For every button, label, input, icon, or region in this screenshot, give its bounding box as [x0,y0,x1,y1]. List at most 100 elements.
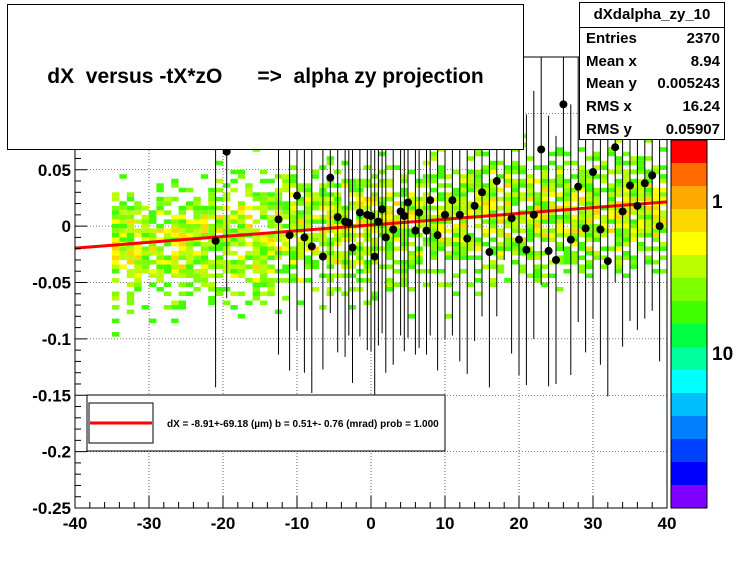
histogram-cell [615,223,623,229]
histogram-cell [208,259,216,265]
histogram-cell [526,223,534,229]
histogram-cell [615,183,623,188]
histogram-cell [282,268,290,274]
histogram-cell [149,259,157,265]
histogram-cell [556,241,564,247]
histogram-cell [600,219,608,224]
histogram-cell [556,214,564,220]
profile-point [633,201,642,210]
profile-point [589,168,597,177]
histogram-cell [489,214,497,220]
histogram-cell [408,259,416,265]
histogram-cell [526,250,534,256]
histogram-cell [482,196,490,202]
histogram-cell [615,241,623,247]
histogram-cell [200,282,209,288]
histogram-cell [578,214,586,220]
histogram-cell [563,232,571,238]
histogram-cell [260,178,268,184]
histogram-cell [585,223,593,229]
histogram-cell [171,268,179,274]
histogram-cell [652,205,660,211]
histogram-cell [126,309,135,315]
histogram-cell [511,223,519,229]
histogram-cell [511,178,519,184]
histogram-cell [200,259,209,265]
histogram-cell [622,160,630,166]
histogram-cell [593,250,601,256]
histogram-cell [430,205,438,211]
histogram-cell [630,178,638,184]
histogram-cell [297,187,305,193]
histogram-cell [445,174,453,179]
histogram-cell [467,174,475,179]
histogram-cell [385,255,394,260]
histogram-cell [600,255,608,260]
histogram-cell [126,223,135,229]
histogram-cell [615,205,623,211]
histogram-cell [304,223,312,229]
histogram-cell [585,201,593,206]
histogram-cell [637,192,645,197]
histogram-cell [615,255,623,260]
histogram-cell [208,232,216,238]
histogram-cell [163,264,172,269]
stats-value: 0.05907 [665,120,720,138]
histogram-cell [615,169,623,175]
histogram-cell [178,210,186,215]
histogram-cell [230,291,238,297]
histogram-cell [570,228,579,233]
histogram-cell [556,192,564,197]
histogram-cell [282,237,290,242]
histogram-cell [252,246,260,251]
histogram-cell [156,273,164,278]
histogram-cell [126,246,135,251]
histogram-cell [489,165,497,170]
histogram-cell [230,259,238,265]
histogram-cell [193,210,201,215]
histogram-cell [548,187,556,193]
histogram-cell [563,250,571,256]
histogram-cell [237,214,246,220]
histogram-cell [126,232,135,238]
histogram-cell [474,151,482,157]
histogram-cell [178,223,186,229]
histogram-cell [267,246,275,251]
histogram-cell [200,223,209,229]
histogram-cell [533,268,542,274]
histogram-cell [615,192,623,197]
histogram-cell [489,183,497,188]
histogram-cell [267,255,275,260]
histogram-cell [208,214,216,220]
histogram-cell [126,268,135,274]
histogram-cell [644,156,653,161]
histogram-cell [163,196,172,202]
histogram-cell [385,178,394,184]
histogram-cell [519,264,527,269]
histogram-cell [526,232,534,238]
histogram-cell [570,160,579,166]
histogram-cell [541,237,549,242]
histogram-cell [186,268,194,274]
histogram-cell [171,223,179,229]
histogram-cell [474,223,482,229]
histogram-cell [171,259,179,265]
histogram-cell [282,246,290,251]
histogram-cell [452,291,460,297]
histogram-cell [311,214,320,220]
histogram-cell [311,264,320,269]
histogram-cell [593,192,601,197]
histogram-cell [215,205,223,211]
histogram-cell [260,264,268,269]
histogram-cell [519,241,527,247]
histogram-cell [541,192,549,197]
histogram-cell [644,228,653,233]
histogram-cell [178,282,186,288]
histogram-cell [548,232,556,238]
histogram-cell [208,296,216,301]
histogram-cell [445,250,453,256]
profile-point [596,225,605,234]
histogram-cell [563,255,571,260]
profile-point [274,215,283,224]
histogram-cell [171,232,179,238]
